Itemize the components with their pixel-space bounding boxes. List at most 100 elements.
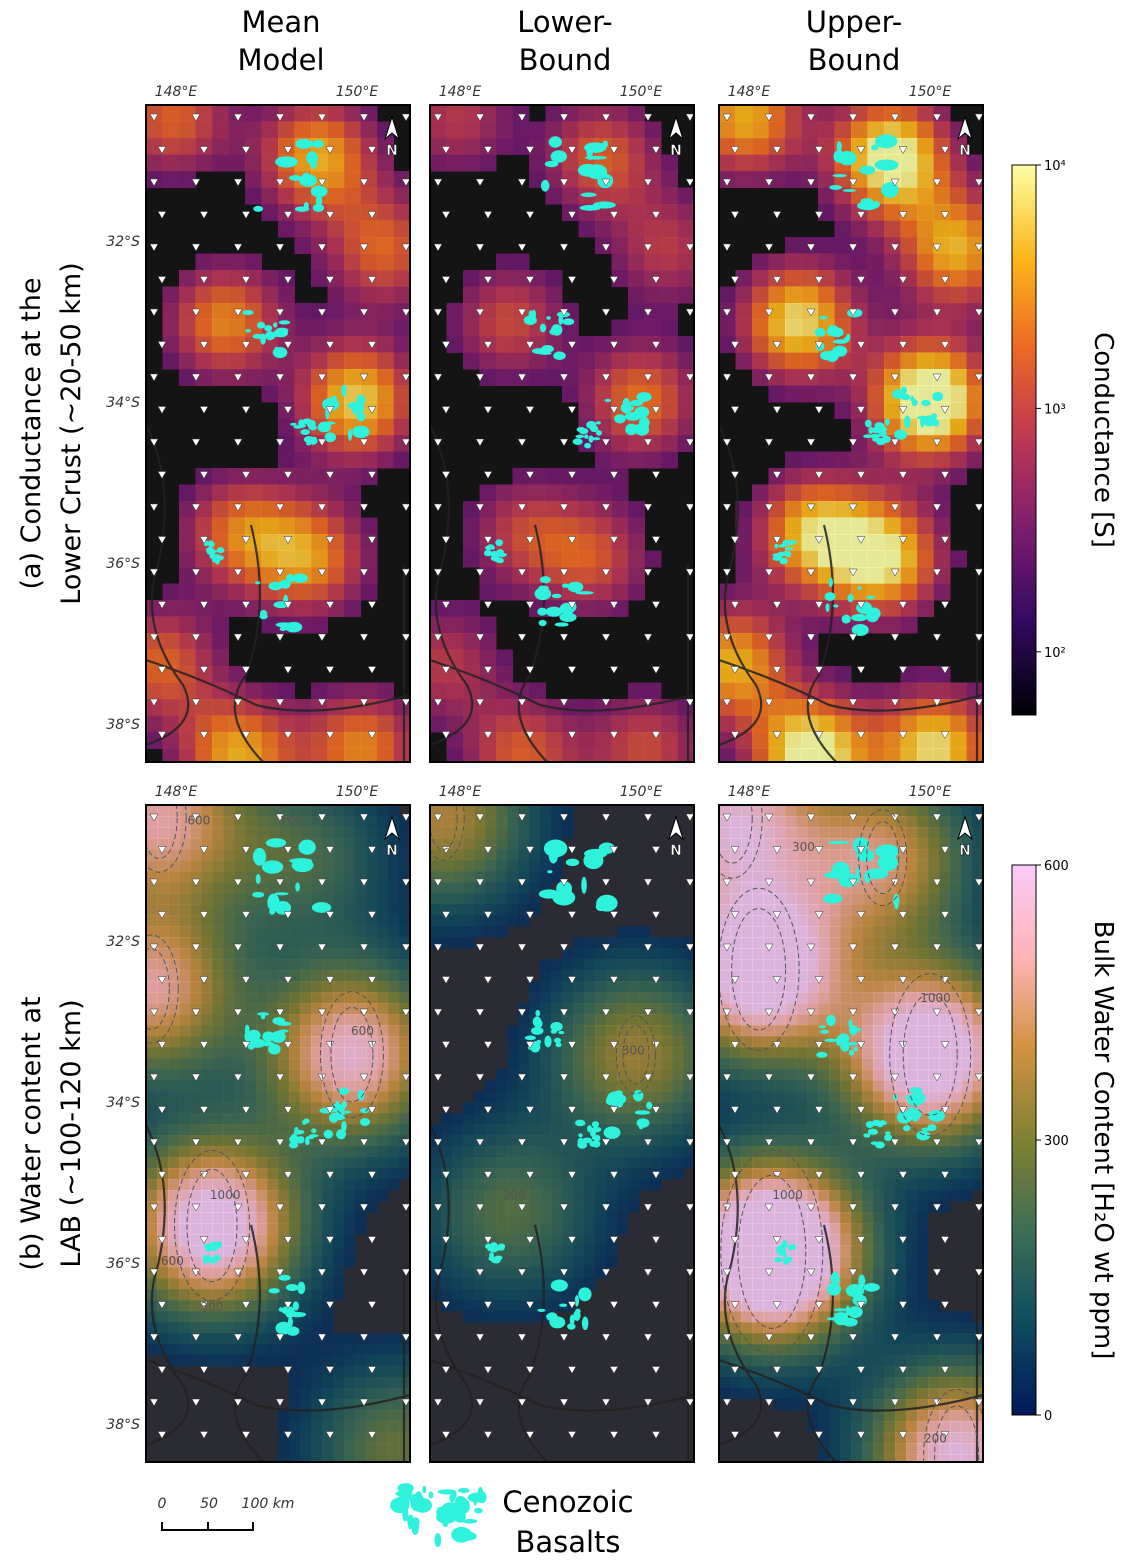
map-cell <box>579 699 596 716</box>
map-cell <box>562 485 579 502</box>
map-cell <box>311 1311 323 1323</box>
map-cell <box>344 1201 356 1213</box>
map-cell <box>917 849 929 861</box>
map-cell <box>463 1278 475 1290</box>
map-cell <box>584 1069 596 1081</box>
map-cell <box>388 1333 400 1345</box>
map-cell <box>212 617 229 634</box>
map-cell <box>388 871 400 883</box>
map-cell <box>289 1256 301 1268</box>
map-cell <box>672 992 684 1004</box>
map-cell <box>377 221 394 238</box>
map-cell <box>579 485 596 502</box>
map-cell <box>818 827 830 839</box>
basalt <box>217 547 225 553</box>
map-cell <box>300 904 312 916</box>
map-cell <box>579 369 596 386</box>
map-cell <box>245 105 262 122</box>
map-cell <box>377 959 389 971</box>
map-cell <box>146 1245 158 1257</box>
basalt <box>212 556 221 563</box>
map-cell <box>394 386 411 403</box>
map-cell <box>529 805 541 817</box>
map-cell <box>851 287 868 304</box>
map-cell <box>388 1003 400 1015</box>
map-cell <box>645 221 662 238</box>
map-cell <box>245 926 257 938</box>
map-cell <box>452 1124 464 1136</box>
map-cell <box>862 959 874 971</box>
map-cell <box>234 860 246 872</box>
map-cell <box>950 915 962 927</box>
map-cell <box>741 871 753 883</box>
map-cell <box>311 254 328 271</box>
map-cell <box>322 1080 334 1092</box>
map-cell <box>463 1135 475 1147</box>
map-cell <box>190 1080 202 1092</box>
map-cell <box>785 122 802 139</box>
map-cell <box>835 270 852 287</box>
map-cell <box>496 303 513 320</box>
map-cell <box>311 1300 323 1312</box>
map-cell <box>388 1432 400 1444</box>
basalt <box>825 592 836 601</box>
map-cell <box>344 584 361 601</box>
map-cell <box>262 369 279 386</box>
map-cell <box>212 1223 224 1235</box>
map-cell <box>212 1201 224 1213</box>
map-cell <box>355 1168 367 1180</box>
map-cell <box>661 1124 673 1136</box>
map-cell <box>463 1223 475 1235</box>
map-cell <box>463 732 480 749</box>
map-cell <box>595 1212 607 1224</box>
map-cell <box>262 287 279 304</box>
map-cell <box>934 468 951 485</box>
map-cell <box>430 860 442 872</box>
map-cell <box>201 1025 213 1037</box>
map-cell <box>447 732 464 749</box>
map-cell <box>950 188 967 205</box>
map-cell <box>518 1113 530 1125</box>
map-cell <box>196 122 213 139</box>
map-cell <box>168 1157 180 1169</box>
map-cell <box>496 105 513 122</box>
map-cell <box>584 937 596 949</box>
map-cell <box>267 1311 279 1323</box>
map-cell <box>223 893 235 905</box>
map-cell <box>377 1080 389 1092</box>
map-cell <box>579 468 596 485</box>
map-cell <box>573 1047 585 1059</box>
basalt <box>551 1280 568 1292</box>
map-cell <box>212 1036 224 1048</box>
map-cell <box>377 860 389 872</box>
map-cell <box>388 1091 400 1103</box>
map-cell <box>289 1355 301 1367</box>
basalt <box>204 1244 209 1248</box>
map-cell <box>529 1289 541 1301</box>
map-cell <box>399 1036 411 1048</box>
map-cell <box>835 221 852 238</box>
map-cell <box>485 1201 497 1213</box>
map-cell <box>201 871 213 883</box>
map-cell <box>595 485 612 502</box>
map-cell <box>355 1388 367 1400</box>
station <box>410 342 418 349</box>
map-cell <box>256 1289 268 1301</box>
map-cell <box>496 1212 508 1224</box>
basalt <box>842 615 851 624</box>
map-cell <box>234 981 246 993</box>
map-cell <box>950 353 967 370</box>
map-cell <box>573 1234 585 1246</box>
map-cell <box>256 915 268 927</box>
map-cell <box>245 1058 257 1070</box>
map-cell <box>507 1058 519 1070</box>
map-cell <box>447 633 464 650</box>
map-cell <box>355 926 367 938</box>
map-cell <box>551 1212 563 1224</box>
basalt <box>846 334 850 342</box>
basalt <box>588 435 593 442</box>
map-cell <box>463 138 480 155</box>
basalt <box>878 430 886 437</box>
map-cell <box>595 518 612 535</box>
map-cell <box>289 1443 301 1455</box>
